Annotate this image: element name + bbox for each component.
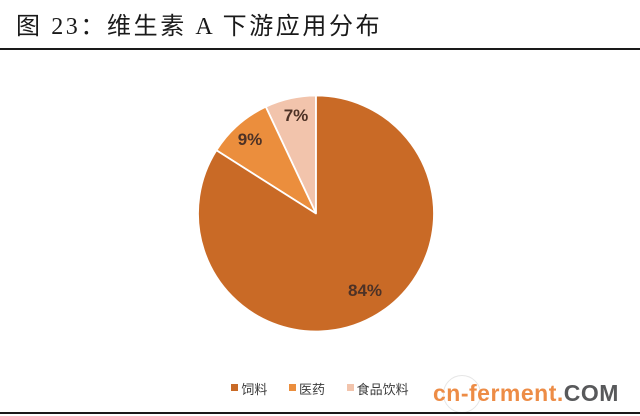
- svg-text:9%: 9%: [238, 130, 263, 149]
- svg-text:7%: 7%: [284, 106, 309, 125]
- svg-text:84%: 84%: [348, 281, 382, 300]
